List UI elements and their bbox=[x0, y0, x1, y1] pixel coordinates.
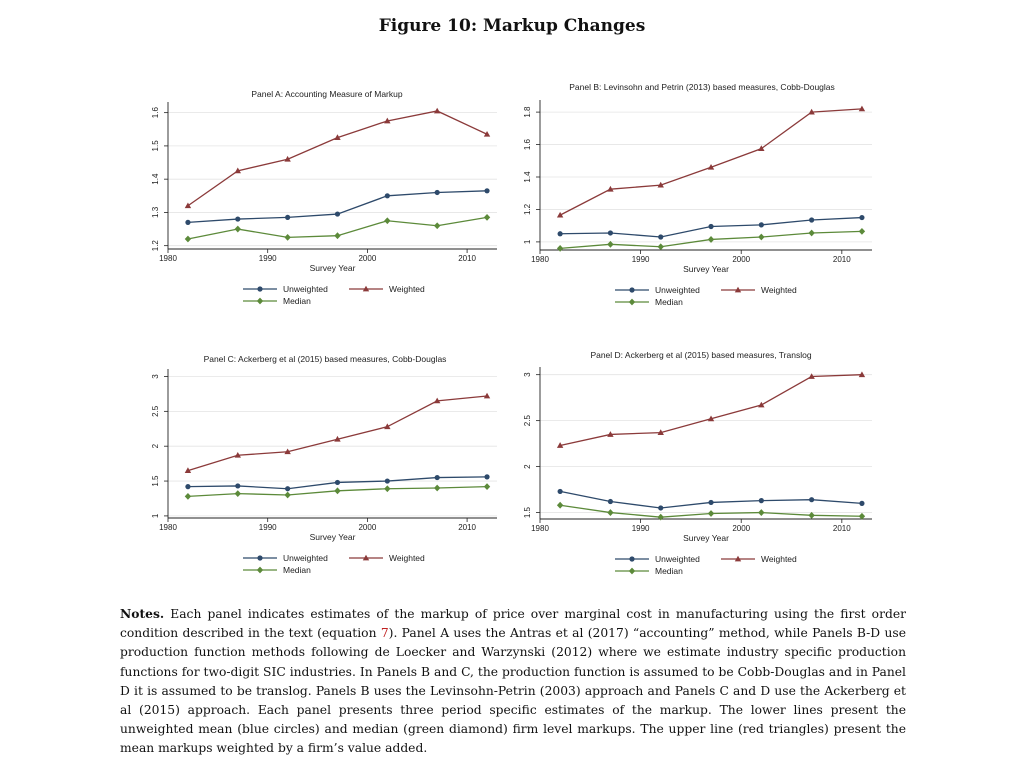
panel-a-xlabel: Survey Year bbox=[310, 263, 356, 273]
panel-a-unweighted-point bbox=[334, 211, 341, 217]
panel-a-weighted-point bbox=[284, 155, 291, 162]
panel-a-ytick-label: 1.5 bbox=[151, 140, 160, 152]
panel-a-xtick-label: 1990 bbox=[259, 254, 277, 263]
panel-a-unweighted-point bbox=[434, 189, 440, 196]
panel-a-ytick-label: 1.2 bbox=[151, 240, 160, 252]
panel-a-weighted-point bbox=[483, 130, 491, 137]
notes-text-part1: Each panel indicates estimates of the ma… bbox=[120, 607, 906, 641]
panel-a-weighted-line bbox=[187, 110, 488, 207]
panel-a-title: Panel A: Accounting Measure of Markup bbox=[251, 89, 402, 99]
panel-a-weighted-point bbox=[384, 117, 391, 124]
figure-notes: Notes. Each panel indicates estimates of… bbox=[120, 604, 906, 759]
panel-a-xtick-label: 2000 bbox=[358, 254, 376, 263]
panel-a-legend-unweighted-marker bbox=[257, 286, 263, 292]
panel-a-unweighted-point bbox=[185, 219, 191, 225]
panel-a-weighted-point bbox=[184, 202, 192, 209]
panel-a-median-point bbox=[384, 217, 391, 225]
panel-a-legend-median-marker bbox=[256, 297, 264, 305]
panel-a-unweighted-point bbox=[285, 214, 291, 221]
equation-reference: 7 bbox=[380, 626, 389, 641]
panel-a-unweighted-point bbox=[384, 193, 390, 199]
panel-a-median-point bbox=[433, 222, 441, 230]
panel-a-median-point bbox=[234, 225, 241, 233]
notes-text-part2: ). Panel A uses the Antras et al (2017) … bbox=[120, 626, 906, 756]
panel-a-weighted-point bbox=[334, 134, 341, 140]
panel-a-unweighted-point bbox=[235, 216, 241, 222]
panel-a-legend-weighted-label: Weighted bbox=[389, 284, 425, 294]
panel-a-weighted-point bbox=[433, 107, 441, 114]
panel-a-ytick-label: 1.4 bbox=[151, 173, 160, 185]
panel-a-legend-weighted-marker bbox=[362, 285, 370, 292]
figure-title: Figure 10: Markup Changes bbox=[378, 16, 646, 36]
panel-a-ytick-label: 1.6 bbox=[151, 107, 160, 119]
panel-a-ytick-label: 1.3 bbox=[151, 206, 160, 218]
panel-a-median-point bbox=[334, 232, 341, 240]
panel-a-weighted-point bbox=[234, 167, 241, 174]
notes-label: Notes. bbox=[120, 606, 165, 621]
panel-a-unweighted-line bbox=[187, 190, 488, 224]
panel-a-legend-unweighted-label: Unweighted bbox=[283, 284, 328, 294]
panel-a-median-point bbox=[184, 235, 192, 243]
panel-a-xtick-label: 2010 bbox=[458, 254, 476, 263]
panel-a-median-point bbox=[284, 233, 291, 241]
panel-a-legend-median-label: Median bbox=[283, 296, 311, 306]
panel-a-xtick-label: 1980 bbox=[159, 254, 177, 263]
panel-a-median-point bbox=[483, 214, 491, 221]
panel-a-unweighted-point bbox=[484, 188, 490, 194]
